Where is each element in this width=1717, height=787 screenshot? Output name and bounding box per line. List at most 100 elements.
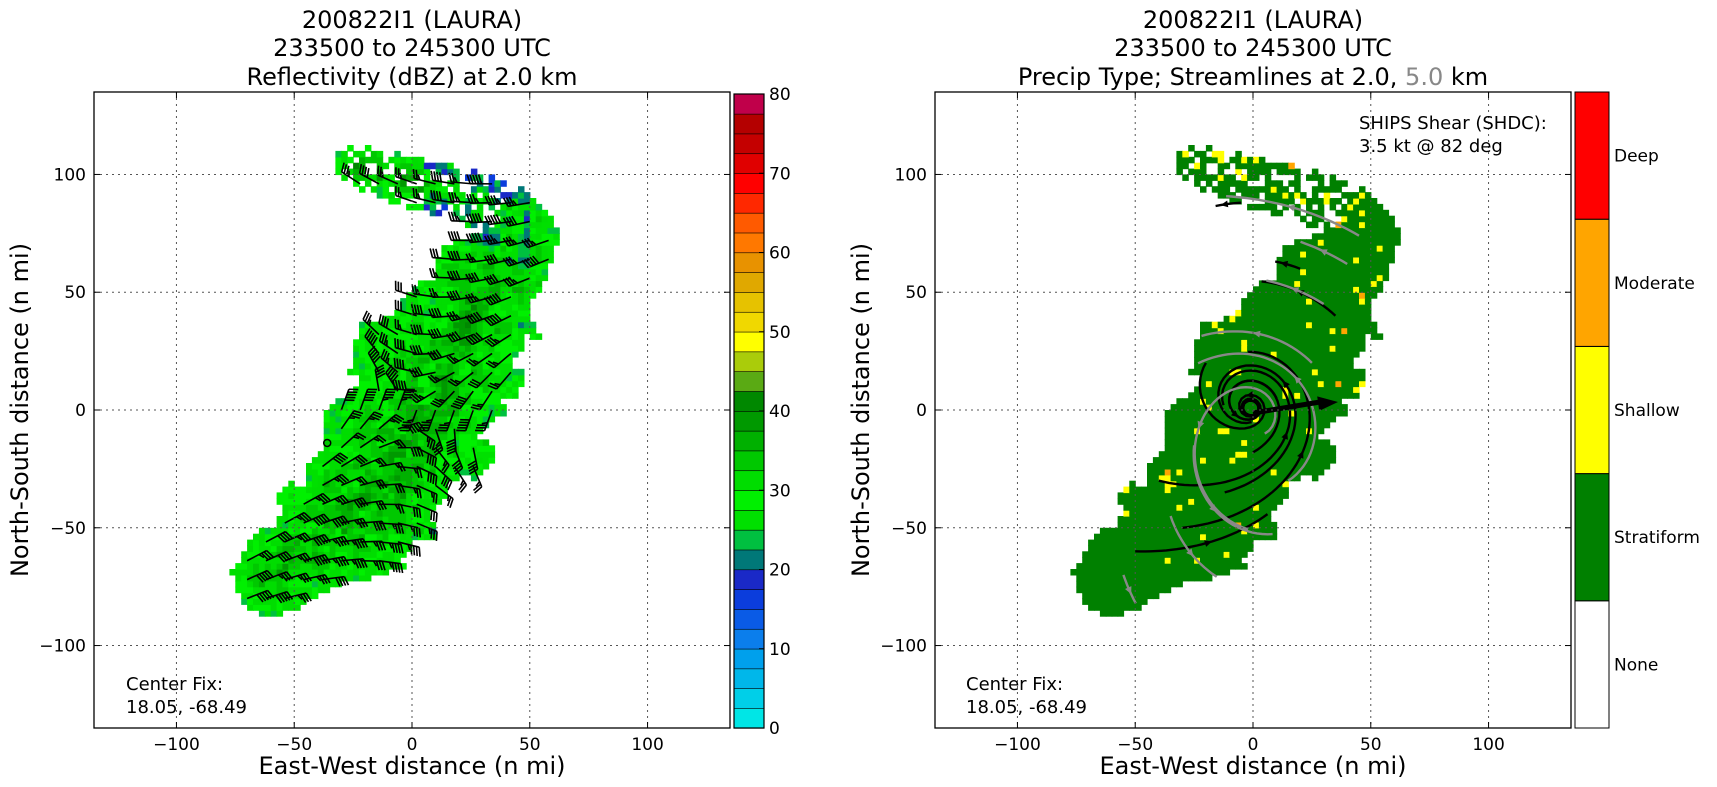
- reflectivity-cell: [306, 492, 313, 499]
- precip-type-cell: [1129, 510, 1136, 517]
- reflectivity-cell: [459, 268, 466, 276]
- precip-type-cell: [1129, 492, 1136, 499]
- precip-type-cell: [1211, 339, 1219, 346]
- precip-type-cell: [1353, 327, 1360, 335]
- reflectivity-cell: [258, 580, 266, 588]
- reflectivity-cell: [518, 345, 525, 352]
- precip-type-cell: [1135, 592, 1142, 600]
- reflectivity-cell: [288, 492, 295, 499]
- reflectivity-cell: [376, 351, 384, 358]
- reflectivity-cell: [512, 256, 519, 264]
- reflectivity-cell: [417, 362, 425, 370]
- precip-type-cell: [1317, 386, 1325, 393]
- precip-type-cell: [1223, 474, 1231, 482]
- precip-type-cell: [1182, 492, 1189, 499]
- precip-type-cell: [1323, 192, 1331, 199]
- reflectivity-cell: [453, 262, 460, 270]
- reflectivity-cell: [453, 209, 460, 217]
- precip-type-cell: [1300, 292, 1307, 299]
- reflectivity-cell: [394, 398, 401, 405]
- panel-b-xtick-label: 0: [1248, 735, 1259, 755]
- precip-type-cell: [1264, 521, 1272, 529]
- precip-type-cell: [1335, 327, 1342, 335]
- precip-type-cell: [1217, 492, 1225, 499]
- precip-type-cell: [1182, 563, 1189, 570]
- precip-type-cell: [1323, 274, 1331, 282]
- wind-barb: [303, 533, 331, 547]
- precip-type-cell: [1176, 527, 1183, 535]
- reflectivity-cell: [264, 527, 272, 535]
- reflectivity-cell: [382, 162, 390, 170]
- precip-type-cell: [1182, 557, 1189, 564]
- reflectivity-cell: [394, 457, 401, 464]
- reflectivity-cell: [270, 545, 278, 552]
- precip-type-cell: [1170, 527, 1178, 535]
- reflectivity-cell: [441, 304, 448, 311]
- precip-type-cell: [1317, 339, 1325, 346]
- reflectivity-cell: [441, 298, 448, 305]
- precip-type-cell: [1158, 527, 1166, 535]
- reflectivity-cell: [535, 233, 543, 240]
- reflectivity-cell: [258, 610, 266, 617]
- reflectivity-cell: [370, 156, 378, 164]
- wind-barb: [392, 379, 417, 392]
- reflectivity-cell: [376, 510, 384, 517]
- precip-type-cell: [1123, 527, 1130, 535]
- reflectivity-cell: [376, 180, 384, 187]
- reflectivity-cell: [300, 539, 307, 547]
- reflectivity-cell: [482, 463, 490, 470]
- precip-type-cell: [1211, 327, 1219, 335]
- precip-type-cell: [1282, 245, 1289, 252]
- reflectivity-cell: [476, 327, 484, 335]
- precip-type-cell: [1253, 457, 1260, 464]
- precip-type-cell: [1247, 168, 1254, 176]
- precip-type-cell: [1359, 380, 1366, 388]
- precip-type-cell: [1141, 586, 1148, 594]
- precip-type-cell: [1211, 404, 1219, 411]
- precip-type-cell: [1253, 468, 1260, 476]
- precip-type-cell: [1329, 292, 1337, 299]
- reflectivity-cell: [382, 468, 390, 476]
- reflectivity-cell: [329, 563, 337, 570]
- precip-type-cell: [1229, 380, 1236, 388]
- precip-type-cell: [1335, 404, 1342, 411]
- precip-type-cell: [1329, 227, 1337, 234]
- reflectivity-cell: [382, 551, 390, 558]
- colorbar-tick-label: 10: [769, 640, 791, 660]
- colorbar-segment: [733, 192, 765, 214]
- reflectivity-cell: [306, 521, 313, 529]
- reflectivity-cell: [423, 345, 431, 352]
- precip-type-cell: [1353, 221, 1360, 229]
- precip-type-cell: [1323, 280, 1331, 287]
- reflectivity-cell: [417, 433, 425, 441]
- precip-type-cell: [1205, 333, 1213, 340]
- reflectivity-cell: [376, 421, 384, 429]
- wind-barb: [408, 366, 436, 378]
- precip-type-cell: [1282, 309, 1289, 317]
- reflectivity-cell: [435, 498, 443, 505]
- precip-type-cell: [1282, 292, 1289, 299]
- precip-type-cell: [1176, 468, 1183, 476]
- precip-type-cell: [1170, 474, 1178, 482]
- precip-type-cell: [1241, 309, 1248, 317]
- reflectivity-cell: [459, 445, 466, 452]
- reflectivity-cell: [465, 404, 472, 411]
- reflectivity-cell: [523, 274, 531, 282]
- reflectivity-cell: [459, 321, 466, 329]
- panel-b-xtick-label: −50: [1117, 735, 1153, 755]
- reflectivity-cell: [412, 362, 419, 370]
- reflectivity-cell: [311, 510, 319, 517]
- reflectivity-cell: [247, 580, 254, 588]
- reflectivity-cell: [300, 592, 307, 600]
- reflectivity-cell: [512, 192, 519, 199]
- reflectivity-cell: [417, 457, 425, 464]
- precip-type-cell: [1247, 386, 1254, 393]
- precip-type-cell: [1264, 516, 1272, 523]
- precip-type-cell: [1176, 492, 1183, 499]
- reflectivity-cell: [311, 545, 319, 552]
- precip-type-cell: [1329, 351, 1337, 358]
- precip-type-cell: [1317, 427, 1325, 435]
- precip-type-cell: [1158, 498, 1166, 505]
- reflectivity-cell: [388, 451, 395, 458]
- reflectivity-cell: [494, 392, 501, 399]
